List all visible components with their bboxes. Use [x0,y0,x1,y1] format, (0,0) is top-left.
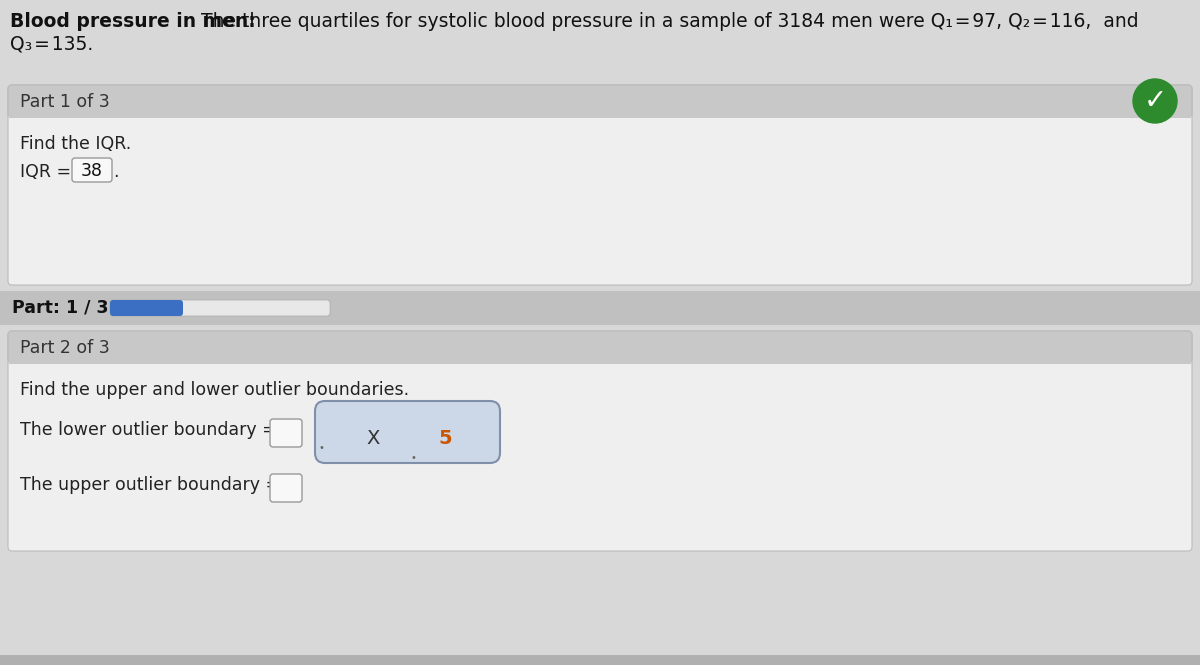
Text: Blood pressure in men:: Blood pressure in men: [10,12,256,31]
Text: ✓: ✓ [1144,87,1166,115]
FancyBboxPatch shape [270,419,302,447]
Text: Part: 1 / 3: Part: 1 / 3 [12,299,108,317]
Text: 5: 5 [438,429,452,448]
Text: •: • [319,443,325,453]
Bar [10,101,1190,118]
Bar [0,0,1200,80]
Circle shape [1133,79,1177,123]
Text: 38: 38 [82,162,103,180]
Text: X: X [366,429,379,448]
Text: .: . [113,163,119,181]
Text: The lower outlier boundary =: The lower outlier boundary = [20,421,277,439]
Bar [0,655,1200,665]
Text: Find the upper and lower outlier boundaries.: Find the upper and lower outlier boundar… [20,381,409,399]
Text: The three quartiles for systolic blood pressure in a sample of 3184 men were Q₁ : The three quartiles for systolic blood p… [194,12,1139,31]
FancyBboxPatch shape [110,300,182,316]
Text: •: • [410,453,416,463]
FancyBboxPatch shape [110,300,330,316]
Text: Q₃ = 135.: Q₃ = 135. [10,35,94,54]
FancyBboxPatch shape [72,158,112,182]
FancyBboxPatch shape [270,474,302,502]
Bar [10,347,1190,364]
Text: Part 1 of 3: Part 1 of 3 [20,93,109,111]
FancyBboxPatch shape [8,331,1192,363]
FancyBboxPatch shape [8,85,1192,285]
Text: The upper outlier boundary =: The upper outlier boundary = [20,476,280,494]
Text: Find the IQR.: Find the IQR. [20,135,131,153]
Text: IQR =: IQR = [20,163,77,181]
FancyBboxPatch shape [8,331,1192,551]
Bar [0,291,1200,325]
FancyBboxPatch shape [314,401,500,463]
Text: Part 2 of 3: Part 2 of 3 [20,339,109,357]
FancyBboxPatch shape [8,85,1192,117]
